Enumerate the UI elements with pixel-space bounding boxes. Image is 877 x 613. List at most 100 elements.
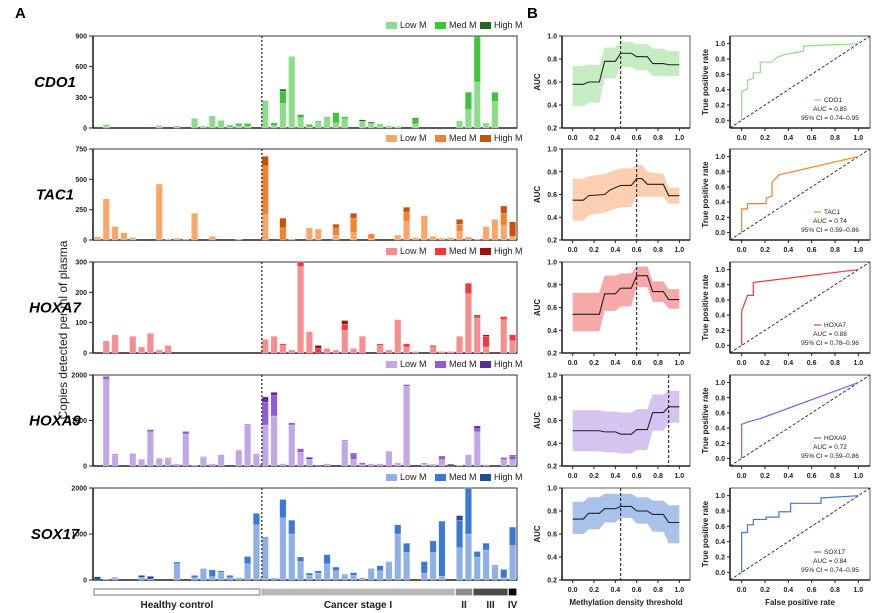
y-tick-label: 0.4 xyxy=(547,328,557,335)
x-tick-label: 0.4 xyxy=(610,247,620,254)
bar-segment-low-m xyxy=(138,458,145,467)
bar-segment-med-m xyxy=(235,123,243,127)
x-tick-label: 0.8 xyxy=(653,473,663,480)
bar-segment-med-m xyxy=(147,429,154,433)
bar-segment-low-m xyxy=(359,577,366,581)
y-tick-label: 0.6 xyxy=(715,410,725,417)
bar-segment-med-m xyxy=(473,551,481,558)
bar-segment-low-m xyxy=(367,123,375,129)
auc-ylabel: AUC xyxy=(533,412,542,430)
legend-label: Med M xyxy=(449,246,477,256)
bar-segment-med-m xyxy=(341,574,349,576)
bar-segment-low-m xyxy=(438,576,446,581)
y-tick-label: 0.6 xyxy=(547,305,557,312)
y-tick-label: 0.2 xyxy=(715,215,725,222)
bar-segment-low-m xyxy=(367,568,375,581)
bar-segment-med-m xyxy=(350,217,357,233)
bar-segment-low-m xyxy=(447,351,455,354)
bar-segment-low-m xyxy=(102,379,110,467)
gene-label: TAC1 xyxy=(36,187,74,204)
bar-segment-low-m xyxy=(420,215,428,241)
legend-swatch xyxy=(435,361,446,368)
bar-segment-low-m xyxy=(244,424,251,467)
bar-segment-low-m xyxy=(465,109,472,129)
bar-chart-sox17: SOX17 0 1000 2000 Low M Med M High M xyxy=(31,472,523,585)
bar-segment-low-m xyxy=(412,351,419,354)
bar-segment-low-m xyxy=(482,346,490,354)
bar-segment-med-m xyxy=(385,451,393,453)
bar-segment-low-m xyxy=(376,570,384,581)
bar-segment-med-m xyxy=(465,283,472,295)
x-tick-label: 0.8 xyxy=(830,360,840,367)
bar-segment-low-m xyxy=(129,454,137,467)
bar-segment-med-m xyxy=(332,566,340,571)
bar-segment-low-m xyxy=(429,236,437,241)
x-tick-label: 1.0 xyxy=(853,135,863,142)
x-tick-label: 0.4 xyxy=(610,135,620,142)
y-tick-label: 0.4 xyxy=(547,555,557,562)
bar-segment-low-m xyxy=(500,225,508,241)
bar-segment-med-m xyxy=(473,316,481,319)
bar-segment-low-m xyxy=(473,556,481,581)
bar-segment-med-m xyxy=(111,453,119,456)
bar-segment-low-m xyxy=(509,236,516,241)
bar-segment-med-m xyxy=(244,123,251,127)
bar-segment-low-m xyxy=(306,575,313,581)
legend-swatch xyxy=(435,474,446,481)
bar-segment-high-m xyxy=(279,88,287,92)
roc-curve xyxy=(741,43,859,121)
bar-segment-med-m xyxy=(376,343,384,346)
bar-segment-med-m xyxy=(429,345,437,348)
bar-segment-low-m xyxy=(438,459,446,467)
bar-segment-med-m xyxy=(111,226,119,229)
bar-segment-med-m xyxy=(500,569,508,578)
x-tick-label: 0.0 xyxy=(737,247,747,254)
bar-segment-low-m xyxy=(147,333,154,354)
y-tick-label: 0.4 xyxy=(715,87,725,94)
y-tick-label: 900 xyxy=(75,34,87,41)
bar-segment-med-m xyxy=(403,343,410,348)
bar-segment-med-m xyxy=(297,556,304,562)
bar-segment-low-m xyxy=(138,577,145,581)
bar-segment-low-m xyxy=(164,345,172,354)
y-tick-label: 0 xyxy=(83,464,87,471)
legend-swatch xyxy=(386,361,397,368)
x-tick-label: 0.6 xyxy=(807,587,817,594)
group-bar xyxy=(261,588,455,596)
bar-segment-low-m xyxy=(429,552,437,581)
x-tick-label: 1.0 xyxy=(853,247,863,254)
auc-chart-hoxa9: 0.2 0.4 0.6 0.8 1.0 0.0 0.2 0.4 0.6 0.8 1.0 AUC xyxy=(533,373,691,480)
bar-segment-low-m xyxy=(456,547,463,581)
y-tick-label: 1.0 xyxy=(547,147,557,154)
bar-segment-low-m xyxy=(403,221,410,241)
plot-frame xyxy=(92,487,518,581)
bar-segment-low-m xyxy=(120,232,128,241)
y-tick-label: 0.8 xyxy=(715,57,725,64)
y-tick-label: 0 xyxy=(83,238,87,245)
bar-segment-low-m xyxy=(323,463,331,467)
x-tick-label: 0.8 xyxy=(653,360,663,367)
bar-segment-med-m xyxy=(509,334,516,342)
bar-segment-low-m xyxy=(359,464,366,467)
bar-segment-low-m xyxy=(261,100,269,129)
bar-segment-low-m xyxy=(447,237,455,241)
bar-segment-high-m xyxy=(297,114,304,116)
bar-segment-low-m xyxy=(473,431,481,467)
bar-segment-med-m xyxy=(403,211,410,223)
legend-swatch xyxy=(386,135,397,142)
roc-chart-hoxa9: 0.0 0.0 0.2 0.2 0.4 0.4 0.6 0.6 0.8 0.8 1.0 1.0 True… xyxy=(701,374,871,480)
y-tick-label: 600 xyxy=(75,64,87,71)
x-tick-label: 0.8 xyxy=(830,247,840,254)
legend-swatch xyxy=(480,22,491,29)
x-tick-label: 1.0 xyxy=(853,473,863,480)
auc-line xyxy=(572,52,680,85)
bar-segment-low-m xyxy=(173,125,181,129)
bar-segment-low-m xyxy=(332,122,340,129)
bar-segment-low-m xyxy=(350,458,357,467)
bar-segment-med-m xyxy=(332,112,340,124)
bar-segment-high-m xyxy=(244,123,251,125)
bar-segment-med-m xyxy=(350,454,357,460)
y-tick-label: 0 xyxy=(83,351,87,358)
y-tick-label: 0.2 xyxy=(547,578,557,585)
bar-segment-low-m xyxy=(473,81,481,129)
